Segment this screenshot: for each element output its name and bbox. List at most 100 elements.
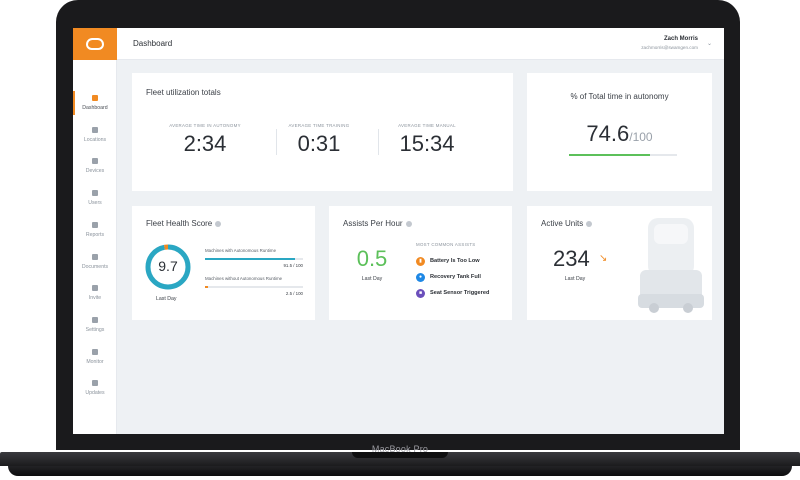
fleet-health-title: Fleet Health Score — [146, 219, 213, 228]
bar-value-autonomous: 91.5 / 100 — [283, 263, 303, 268]
card-title: Active Units — [541, 219, 593, 228]
card-title: Assists Per Hour — [343, 219, 412, 228]
autonomy-number: 74.6 — [586, 121, 630, 146]
bar-track-non-autonomous — [205, 286, 303, 288]
sidebar-item-invite[interactable]: Invite — [73, 278, 117, 308]
sidebar-item-monitor[interactable]: Monitor — [73, 342, 117, 372]
sidebar: Dashboard Locations Devices Users Reports Doc… — [73, 28, 117, 434]
sidebar-item-label: Documents — [81, 263, 109, 270]
active-units-period: Last Day — [564, 276, 586, 282]
battery-icon: ▮ — [416, 256, 425, 266]
chevron-down-icon[interactable]: ⌄ — [706, 41, 712, 47]
bar-fill-autonomous — [205, 258, 295, 260]
info-icon[interactable] — [586, 220, 593, 227]
devices-icon — [92, 158, 98, 165]
stat-value-training: 0:31 — [297, 131, 341, 156]
active-units-title: Active Units — [541, 219, 584, 228]
health-score-ring: 9.7 — [144, 243, 192, 291]
assist-label: Recovery Tank Full — [430, 274, 481, 280]
info-icon[interactable] — [405, 220, 412, 227]
stat-label-training: AVERAGE TIME TRAINING — [288, 123, 350, 128]
users-icon — [92, 190, 98, 197]
robot-base — [640, 270, 702, 300]
sidebar-item-devices[interactable]: Devices — [73, 151, 117, 181]
robot-skirt — [638, 294, 704, 308]
laptop-base — [0, 452, 800, 480]
sidebar-item-dashboard[interactable]: Dashboard — [73, 88, 117, 118]
reports-icon — [92, 221, 98, 228]
bar-track-autonomous — [205, 258, 303, 260]
sidebar-item-label: Dashboard — [82, 105, 108, 111]
sidebar-item-label: Invite — [88, 295, 102, 302]
ring-chart — [145, 244, 191, 290]
cloud-logo-icon — [86, 38, 104, 50]
assist-label: Seat Sensor Triggered — [430, 290, 490, 296]
card-title: Fleet utilization totals — [146, 88, 221, 97]
health-score-value: 9.7 — [158, 258, 178, 274]
bar-fill-non-autonomous — [205, 286, 208, 288]
assists-card: Assists Per Hour 0.5 Last Day MOST COMMO… — [329, 206, 512, 320]
updates-icon — [92, 380, 98, 387]
active-units-value: 234 — [553, 246, 590, 271]
assist-item-tank[interactable]: ● Recovery Tank Full — [416, 272, 481, 282]
bar-label-non-autonomous: Machines without Autonomous Runtime — [205, 276, 283, 281]
laptop-deck — [0, 452, 800, 466]
card-title: % of Total time in autonomy — [570, 92, 669, 101]
robot-wheel — [649, 303, 659, 313]
autonomy-card: % of Total time in autonomy 74.6/100 — [527, 73, 712, 191]
bar-value-non-autonomous: 2.5 / 100 — [285, 291, 303, 296]
stat-value-manual: 15:34 — [399, 131, 455, 156]
sidebar-item-settings[interactable]: Settings — [73, 310, 117, 340]
sidebar-item-users[interactable]: Users — [73, 183, 117, 213]
settings-icon — [92, 316, 98, 323]
card-title: Fleet Health Score — [146, 219, 222, 228]
common-assists-title: MOST COMMON ASSISTS — [416, 242, 476, 247]
laptop-foot — [8, 466, 792, 476]
dashboard-icon — [92, 95, 98, 101]
laptop-notch — [352, 452, 448, 458]
stat-label-autonomy: AVERAGE TIME IN AUTONOMY — [169, 123, 241, 128]
assist-label: Battery Is Too Low — [430, 258, 480, 264]
assists-period: Last Day — [361, 276, 383, 282]
divider — [276, 129, 277, 155]
seat-sensor-icon: ■ — [416, 288, 425, 298]
device-label: MacBook Pro — [371, 444, 429, 454]
active-units-card: Active Units 234 ↘ Last Day — [527, 206, 712, 320]
divider — [378, 129, 379, 155]
autonomy-progress-fill — [569, 154, 650, 156]
sidebar-item-label: Devices — [85, 168, 105, 175]
app-logo[interactable] — [73, 28, 117, 60]
sidebar-item-label: Settings — [85, 326, 105, 333]
assists-value: 0.5 — [356, 246, 388, 271]
sidebar-item-locations[interactable]: Locations — [73, 120, 117, 150]
fleet-health-card: Fleet Health Score 9.7 Last Day Machines… — [132, 206, 315, 320]
user-name[interactable]: Zach Morris — [663, 36, 698, 42]
water-drop-icon: ● — [416, 272, 425, 282]
documents-icon — [92, 253, 98, 260]
assists-title: Assists Per Hour — [343, 219, 403, 228]
sidebar-item-reports[interactable]: Reports — [73, 215, 117, 245]
location-pin-icon — [92, 126, 98, 133]
top-bar: Dashboard Zach Morris zachmorris@swamgen… — [117, 28, 724, 60]
health-period: Last Day — [156, 296, 177, 302]
robot-panel — [654, 224, 688, 244]
sidebar-item-updates[interactable]: Updates — [73, 373, 117, 403]
assist-item-battery[interactable]: ▮ Battery Is Too Low — [416, 256, 480, 266]
sidebar-item-label: Monitor — [86, 358, 104, 365]
ring-remainder — [145, 244, 191, 290]
trend-down-icon: ↘ — [599, 253, 608, 264]
autonomy-suffix: /100 — [629, 130, 653, 144]
autonomy-progress-track — [569, 154, 677, 156]
mail-icon — [92, 285, 98, 292]
page-title: Dashboard — [133, 39, 173, 48]
info-icon[interactable] — [215, 220, 222, 227]
sidebar-item-label: Locations — [83, 136, 107, 143]
robot-wheel — [683, 303, 693, 313]
stat-value-autonomy: 2:34 — [183, 131, 227, 156]
robot-scrubber-image — [638, 218, 704, 313]
user-email: zachmorris@swamgen.com — [641, 45, 698, 50]
sidebar-item-documents[interactable]: Documents — [73, 247, 117, 277]
monitor-icon — [92, 348, 98, 355]
assist-item-seat[interactable]: ■ Seat Sensor Triggered — [416, 288, 489, 298]
